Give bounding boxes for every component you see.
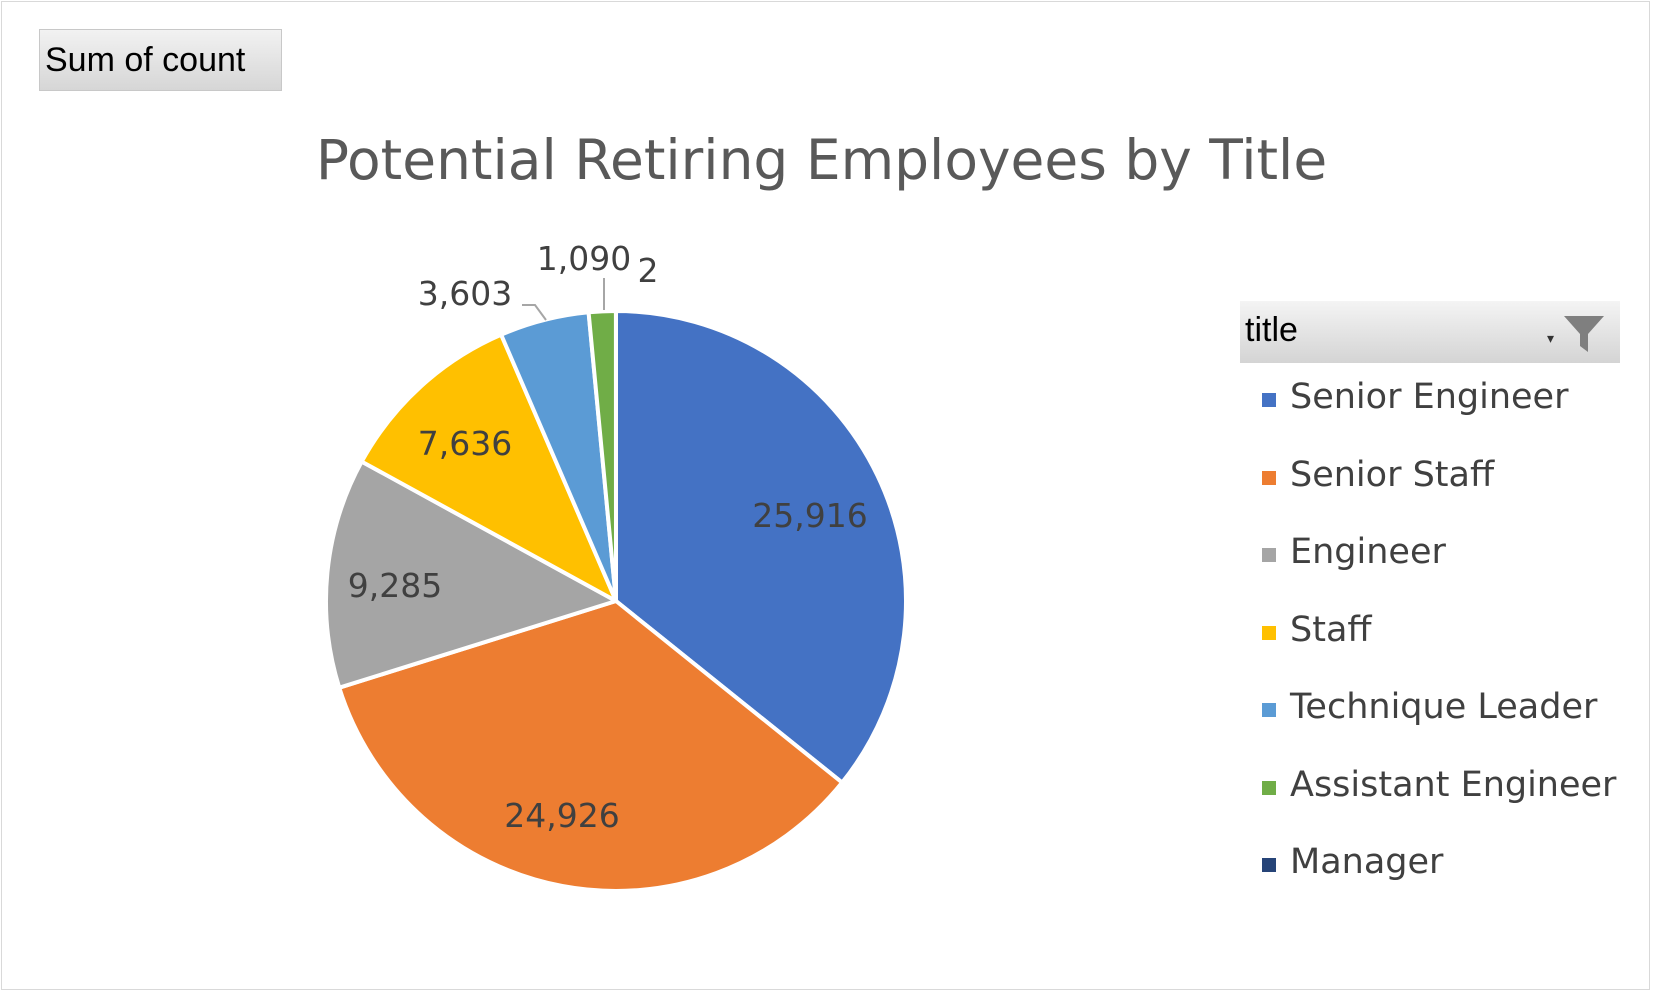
- legend-swatch: [1262, 470, 1276, 485]
- leader-line-technique-leader: [522, 304, 547, 321]
- legend-label: Senior Engineer: [1290, 377, 1569, 417]
- filter-icon[interactable]: [1562, 314, 1606, 354]
- pie-slice-staff[interactable]: [359, 332, 618, 603]
- legend-swatch: [1262, 625, 1276, 640]
- pie-slice-engineer[interactable]: [324, 459, 618, 690]
- legend-field-label: title: [1245, 311, 1298, 349]
- legend-label: Technique Leader: [1290, 687, 1598, 727]
- legend-swatch: [1262, 703, 1276, 717]
- pie-slice-senior-engineer[interactable]: [614, 309, 908, 785]
- legend-label: Engineer: [1290, 532, 1446, 572]
- legend-label: Assistant Engineer: [1290, 764, 1617, 805]
- data-label-manager: 2: [638, 251, 659, 290]
- legend-swatch: [1262, 393, 1276, 407]
- chart-title-text: Potential Retiring Employees by Title: [315, 128, 1328, 192]
- legend-label: Manager: [1290, 842, 1444, 882]
- legend-label: Staff: [1290, 609, 1372, 650]
- dropdown-arrow-icon[interactable]: ▾: [1546, 331, 1554, 347]
- field-button-label: Sum of count: [45, 41, 246, 79]
- data-label-senior-engineer: 25,916: [752, 496, 867, 535]
- title-field-filter-button[interactable]: title ▾: [1240, 301, 1620, 363]
- data-label-engineer: 9,285: [348, 566, 442, 605]
- legend-swatch: [1262, 858, 1276, 872]
- legend-swatch: [1262, 780, 1276, 795]
- legend-label: Senior Staff: [1290, 454, 1495, 495]
- data-label-technique-leader: 3,603: [418, 274, 512, 313]
- data-label-senior-staff: 24,926: [504, 796, 619, 835]
- pie-slice-senior-staff[interactable]: [337, 599, 845, 893]
- sum-of-count-field-button[interactable]: Sum of count: [39, 29, 282, 91]
- chart-title: Potential Retiring Employees by Title: [0, 128, 1653, 192]
- data-label-assistant-engineer: 1,090: [537, 239, 631, 278]
- data-label-staff: 7,636: [418, 424, 512, 463]
- legend-swatch: [1262, 548, 1276, 562]
